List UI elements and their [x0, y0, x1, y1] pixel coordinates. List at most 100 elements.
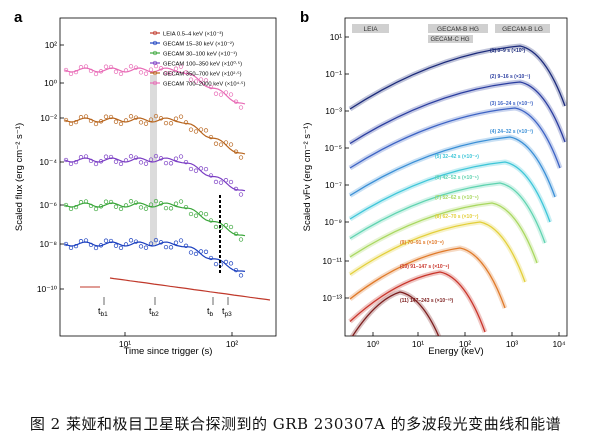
light-curve-point: [113, 69, 119, 74]
light-curve-point: [168, 206, 174, 211]
spectrum-label: (2) 9–16 s (×10⁻¹): [490, 74, 531, 80]
light-curve-point: [178, 114, 184, 119]
light-curve-point: [88, 158, 94, 164]
light-curve-point: [73, 243, 79, 249]
spectrum-line: [351, 291, 440, 336]
light-curve-point: [138, 160, 144, 165]
light-curve-point: [88, 203, 94, 209]
light-curve-point: [148, 202, 154, 207]
light-curve-point: [98, 243, 104, 248]
light-curve-point: [213, 141, 219, 146]
light-curve-point: [128, 64, 134, 69]
light-curve-point: [163, 205, 169, 211]
y-tick-label: 10⁻⁹: [324, 217, 342, 227]
light-curve-point: [168, 161, 174, 166]
light-curve-point: [193, 251, 199, 257]
y-tick-label: 10²: [45, 40, 57, 50]
legend-entry: GECAM 100–350 keV (×10⁰·⁵): [163, 61, 242, 68]
spectrum-line: [349, 247, 506, 309]
light-curve-point: [198, 211, 204, 216]
marker-tb1: tb1: [98, 306, 108, 318]
light-curve-1: [64, 117, 246, 155]
light-curve-point: [233, 149, 239, 154]
light-curve-point: [153, 113, 159, 119]
instrument-label: GECAM-B HG: [437, 26, 479, 33]
light-curve-4: [64, 241, 246, 272]
light-curve-point: [153, 237, 159, 243]
panel-a-curves: [63, 63, 271, 301]
panel-a-x-ticks: 10¹ 10²: [119, 332, 238, 349]
spectrum-label: (6) 42–52 s (×10⁻⁵): [435, 175, 479, 181]
light-curve-point: [163, 244, 169, 250]
spectrum-line: [349, 45, 566, 110]
y-tick-label: 10⁻¹¹: [322, 256, 342, 266]
light-curve-point: [193, 79, 199, 84]
light-curve-point: [238, 155, 244, 160]
light-curve-point: [183, 120, 189, 125]
legend-marker: [152, 60, 158, 66]
instrument-label: GECAM-B LG: [502, 26, 543, 33]
x-tick-label: 10¹: [119, 339, 131, 349]
light-curve-point: [78, 65, 84, 70]
light-curve-point: [158, 240, 164, 245]
light-curve-point: [173, 156, 179, 161]
x-tick-label: 10¹: [412, 339, 424, 349]
panel-a-frame: [59, 17, 277, 337]
light-curve-point: [133, 65, 139, 70]
light-curve-point: [63, 157, 69, 163]
light-curve-point: [223, 223, 229, 228]
marker-tb2: tb2: [149, 306, 159, 318]
light-curve-point: [203, 249, 209, 254]
y-tick-label: 10⁻²: [40, 113, 57, 123]
instrument-bar: [352, 24, 389, 33]
light-curve-point: [228, 179, 234, 185]
light-curve-point: [68, 245, 74, 251]
legend-entry: LEIA 0.5–4 keV (×10⁻³): [163, 32, 223, 38]
light-curve-point: [203, 166, 209, 172]
panel-a-xlabel: Time since trigger (s): [124, 346, 213, 357]
spectrum-line: [349, 161, 551, 223]
light-curve-point: [133, 115, 139, 120]
light-curve-point: [63, 67, 69, 73]
light-curve-point: [93, 161, 99, 167]
light-curve-point: [83, 199, 89, 204]
light-curve-point: [123, 242, 129, 247]
panel-a-ylabel: Scaled flux (erg cm⁻² s⁻¹): [14, 123, 25, 231]
light-curve-point: [118, 206, 124, 212]
panel-a-markers: tb1 tb2 tb tp3: [98, 297, 232, 318]
light-curve-point: [103, 114, 109, 119]
light-curve-point: [153, 153, 159, 159]
light-curve-point: [208, 255, 214, 261]
light-curve-point: [163, 160, 169, 166]
light-curve-point: [98, 204, 104, 209]
light-curve-0: [64, 67, 246, 105]
spectrum-band: [348, 43, 567, 112]
light-curve-point: [78, 155, 84, 160]
light-curve-point: [133, 155, 139, 160]
light-curve-point: [213, 224, 219, 230]
light-curve-point: [68, 121, 74, 127]
light-curve-point: [118, 121, 124, 127]
instrument-label: GECAM-C HG: [431, 37, 470, 43]
x-tick-label: 10³: [506, 339, 518, 349]
light-curve-point: [118, 245, 124, 251]
legend-entry: GECAM 700–2000 keV (×10⁴·⁵): [163, 81, 245, 88]
panel-b-y-ticks: 10⁻¹³ 10⁻¹¹ 10⁻⁹ 10⁻⁷ 10⁻⁵ 10⁻³ 10⁻¹ 10¹: [322, 32, 349, 303]
light-curve-point: [203, 78, 209, 83]
spectrum-label: (3) 16–24 s (×10⁻²): [490, 101, 533, 107]
light-curve-point: [223, 259, 229, 265]
light-curve-point: [193, 168, 199, 173]
spectrum-line: [349, 81, 566, 145]
light-curve-point: [153, 198, 159, 204]
light-curve-point: [218, 180, 224, 185]
panel-b-frame: [344, 17, 568, 337]
light-curve-point: [148, 67, 154, 72]
light-curve-point: [158, 116, 164, 121]
x-tick-label: 10²: [459, 339, 471, 349]
light-curve-point: [213, 179, 219, 185]
light-curve-point: [158, 156, 164, 161]
light-curve-point: [183, 70, 189, 75]
light-curve-point: [93, 71, 99, 77]
spectrum-label: (5) 32–42 s (×10⁻⁴): [435, 154, 479, 160]
light-curve-point: [143, 206, 149, 211]
